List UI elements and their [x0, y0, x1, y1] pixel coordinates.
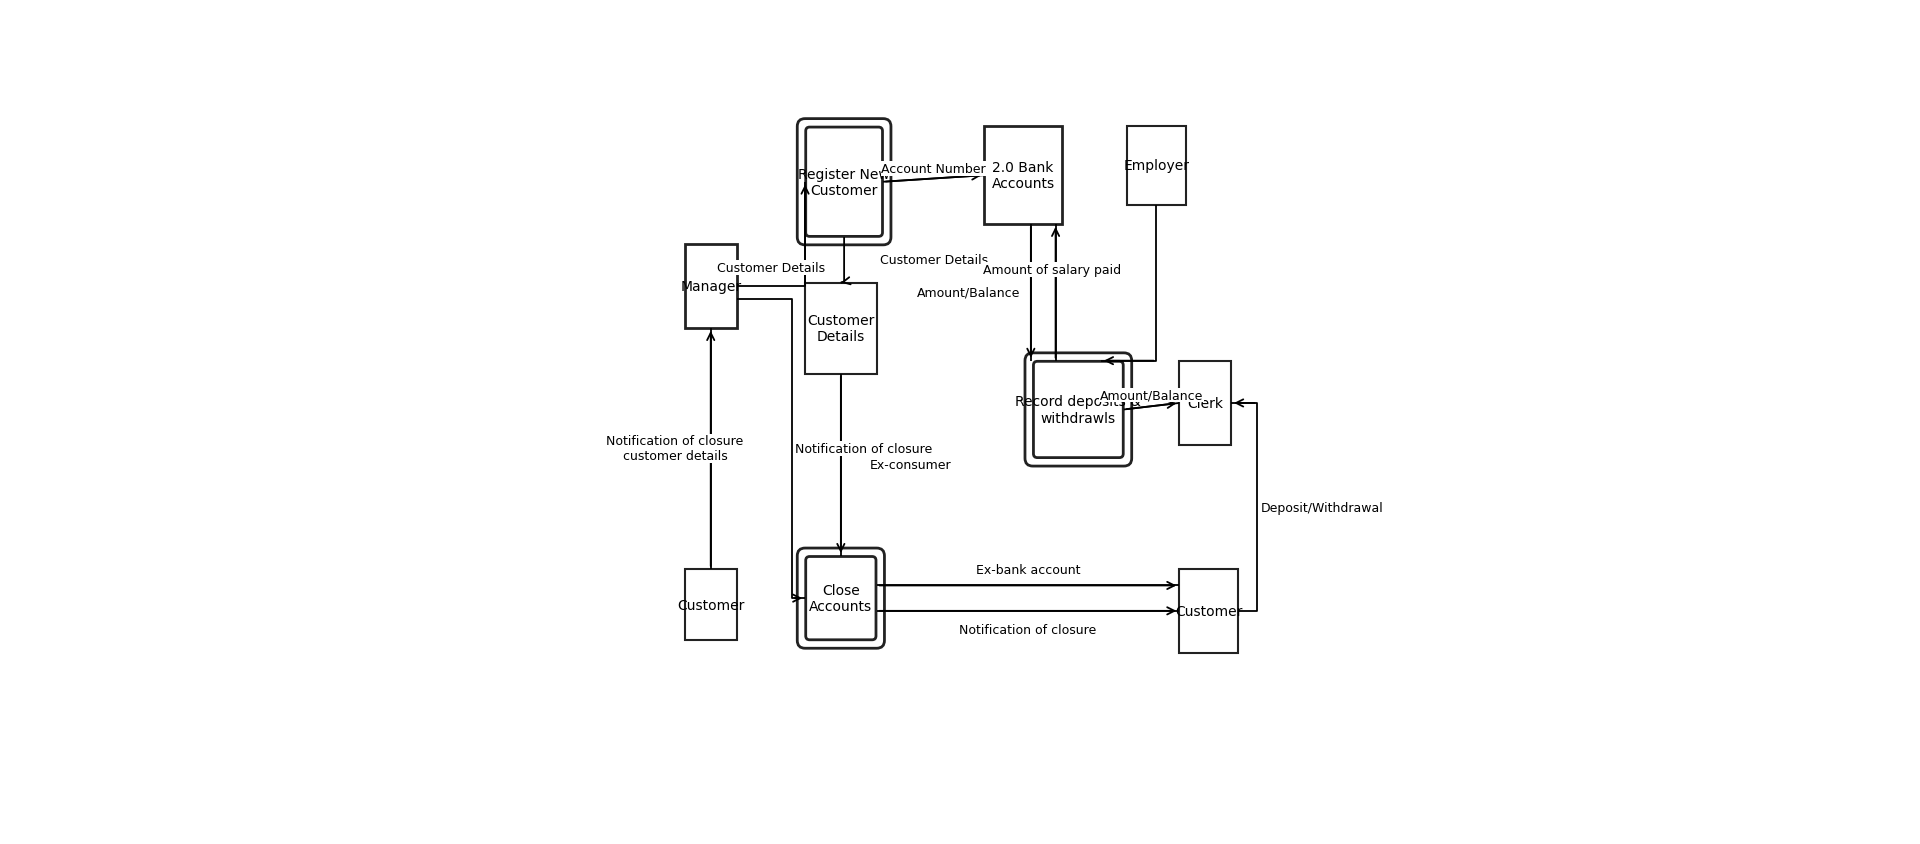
Text: Customer
Details: Customer Details: [806, 314, 874, 344]
FancyBboxPatch shape: [685, 244, 737, 328]
FancyBboxPatch shape: [1025, 354, 1131, 467]
FancyBboxPatch shape: [797, 120, 891, 246]
Text: Customer: Customer: [678, 598, 745, 612]
Text: Ex-consumer: Ex-consumer: [870, 459, 952, 472]
Text: Customer Details: Customer Details: [716, 262, 826, 275]
Text: Account Number: Account Number: [881, 163, 985, 176]
Text: Deposit/Withdrawal: Deposit/Withdrawal: [1261, 501, 1382, 514]
Text: Notification of closure: Notification of closure: [795, 442, 933, 455]
Text: Ex-bank account: Ex-bank account: [975, 563, 1081, 576]
Text: Customer Details: Customer Details: [879, 254, 989, 267]
Text: Amount of salary paid: Amount of salary paid: [983, 264, 1121, 277]
FancyBboxPatch shape: [1127, 127, 1187, 205]
FancyBboxPatch shape: [685, 569, 737, 641]
FancyBboxPatch shape: [804, 284, 877, 374]
FancyBboxPatch shape: [1179, 361, 1231, 446]
Text: Clerk: Clerk: [1187, 397, 1223, 410]
Text: 2.0 Bank
Accounts: 2.0 Bank Accounts: [991, 161, 1054, 191]
Text: Amount/Balance: Amount/Balance: [1100, 389, 1204, 403]
Text: Register New
Customer: Register New Customer: [799, 167, 891, 197]
Text: Customer: Customer: [1175, 604, 1242, 619]
Text: Amount/Balance: Amount/Balance: [916, 286, 1020, 300]
Text: Manager: Manager: [680, 279, 741, 294]
Text: Close
Accounts: Close Accounts: [810, 583, 872, 614]
Text: Record deposits &
withdrawls: Record deposits & withdrawls: [1016, 395, 1140, 425]
FancyBboxPatch shape: [1179, 569, 1238, 653]
FancyBboxPatch shape: [797, 549, 885, 648]
Text: Notification of closure: Notification of closure: [960, 623, 1096, 636]
FancyBboxPatch shape: [983, 127, 1062, 225]
Text: Employer: Employer: [1123, 160, 1188, 173]
Text: Notification of closure
customer details: Notification of closure customer details: [607, 435, 743, 463]
